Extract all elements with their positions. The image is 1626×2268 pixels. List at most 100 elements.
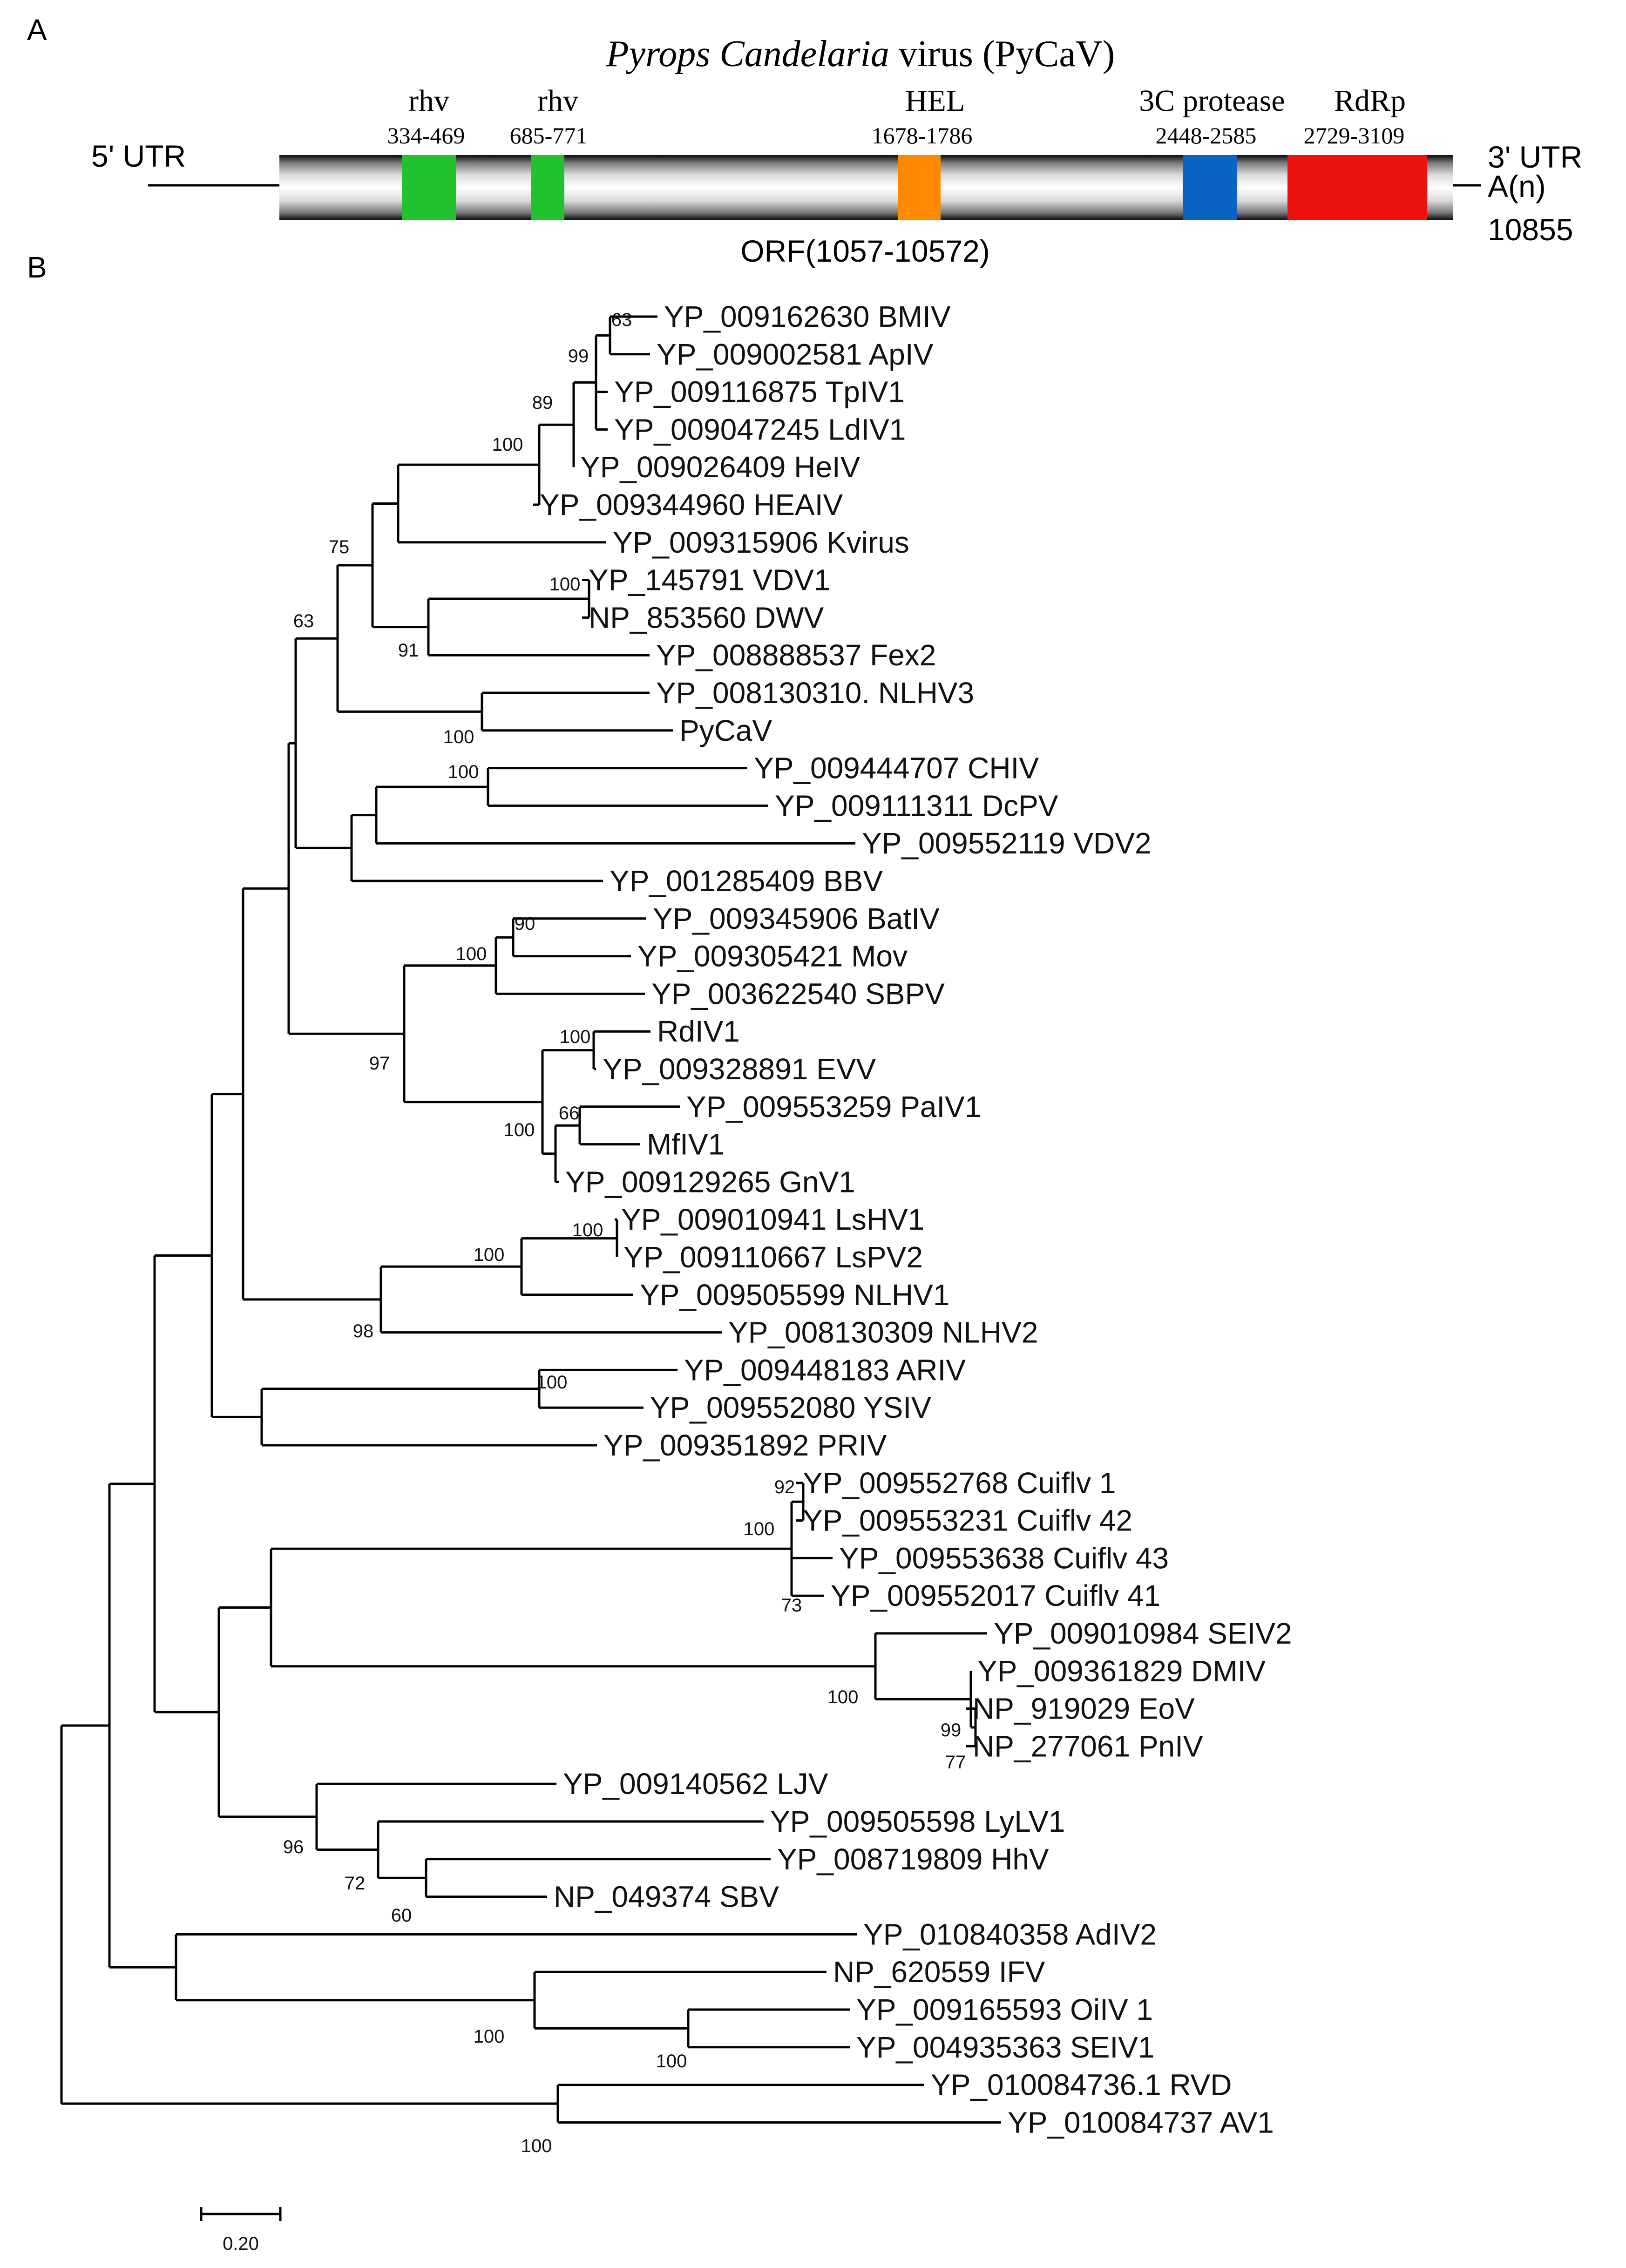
genome-title-rest: virus (PyCaV) — [889, 34, 1115, 74]
leaf-label: YP_010084736.1 RVD — [931, 2068, 1232, 2102]
domain-hel-range: 1678-1786 — [872, 122, 973, 149]
leaf-label: YP_009552768 Cuiflv 1 — [803, 1466, 1116, 1500]
bootstrap-value: 99 — [568, 346, 589, 366]
leaf-label: YP_009111311 DcPV — [775, 789, 1058, 822]
leaf-label: YP_009129265 GnV1 — [565, 1165, 855, 1198]
genome-length: 10855 — [1488, 212, 1573, 247]
leaf-label: YP_009553259 PaIV1 — [686, 1090, 981, 1124]
leaf-label: YP_145791 VDV1 — [589, 563, 831, 597]
leaf-label: YP_009344960 HEAIV — [540, 488, 843, 521]
leaf-label: YP_009345906 BatIV — [653, 902, 940, 935]
bootstrap-value: 73 — [781, 1595, 802, 1616]
domain-3c-protease — [1183, 155, 1237, 220]
leaf-label: RdIV1 — [657, 1015, 740, 1048]
leaf-label: YP_009552080 YSIV — [650, 1391, 931, 1424]
leaf-label: YP_009047245 LdIV1 — [614, 413, 906, 446]
domain-rdrp-name: RdRp — [1334, 84, 1406, 118]
domain-rhv-1 — [402, 155, 456, 220]
bootstrap-value: 100 — [560, 1027, 591, 1047]
domain-hel — [898, 155, 941, 220]
leaf-label: YP_009505598 LyLV1 — [770, 1805, 1065, 1838]
leaf-label: NP_853560 DWV — [589, 601, 824, 634]
leaf-label: MfIV1 — [647, 1128, 725, 1161]
leaf-label: YP_001285409 BBV — [610, 864, 883, 898]
leaf-label: YP_009552119 VDV2 — [862, 826, 1152, 860]
bootstrap-value: 75 — [329, 537, 350, 557]
bootstrap-value: 66 — [559, 1103, 580, 1124]
leaf-label: YP_009305421 Mov — [637, 940, 908, 973]
leaf-label: YP_008719809 HhV — [777, 1842, 1049, 1876]
leaf-label: YP_009361829 DMIV — [977, 1654, 1266, 1688]
leaf-label: YP_009552017 Cuiflv 41 — [831, 1579, 1160, 1612]
bootstrap-value: 100 — [456, 944, 487, 964]
leaf-label: YP_009010941 LsHV1 — [621, 1203, 924, 1236]
bootstrap-value: 89 — [532, 393, 553, 413]
leaf-label: YP_009315906 Kvirus — [613, 526, 909, 559]
bootstrap-value: 100 — [448, 762, 479, 782]
panel-a-label: A — [27, 13, 47, 47]
orf-label: ORF(1057-10572) — [740, 234, 990, 268]
bootstrap-value: 98 — [353, 1321, 374, 1341]
bootstrap-value: 92 — [774, 1477, 795, 1497]
domain-rhv-2-range: 685-771 — [510, 122, 588, 149]
leaf-label: YP_009140562 LJV — [563, 1767, 828, 1801]
panel-b-label: B — [27, 250, 47, 284]
bootstrap-value: 100 — [572, 1220, 603, 1240]
leaf-label: YP_009116875 TpIV1 — [614, 375, 905, 409]
bootstrap-value: 100 — [827, 1687, 859, 1707]
utr5-label: 5' UTR — [91, 139, 186, 173]
panel-a: A Pyrops Candelaria virus (PyCaV) 5' UTR… — [27, 13, 1582, 268]
bootstrap-value: 91 — [398, 640, 419, 661]
tree-leaf-labels: YP_009162630 BMIV YP_009002581 ApIV YP_009… — [540, 300, 1292, 2139]
domain-rhv-2-name: rhv — [537, 84, 578, 118]
leaf-label: YP_010084737 AV1 — [1008, 2106, 1274, 2139]
domain-rhv-1-name: rhv — [408, 84, 449, 118]
bootstrap-value: 100 — [492, 434, 523, 455]
bootstrap-value: 99 — [941, 1720, 962, 1740]
bootstrap-value: 100 — [744, 1519, 775, 1539]
leaf-label: YP_003622540 SBPV — [651, 977, 945, 1010]
bootstrap-value: 97 — [369, 1053, 390, 1074]
polya-label: A(n) — [1488, 169, 1546, 203]
leaf-label: YP_009505599 NLHV1 — [640, 1278, 949, 1312]
leaf-label: YP_009328891 EVV — [603, 1052, 876, 1086]
bootstrap-value: 60 — [391, 1905, 412, 1926]
leaf-label: PyCaV — [679, 714, 772, 747]
bootstrap-value: 100 — [549, 574, 581, 595]
leaf-label: YP_009444707 CHIV — [754, 751, 1039, 785]
bootstrap-value: 100 — [656, 2051, 687, 2072]
bootstrap-value: 100 — [474, 2026, 505, 2047]
bootstrap-value: 96 — [283, 1837, 304, 1857]
bootstrap-value: 100 — [536, 1372, 568, 1393]
leaf-label: YP_009165593 OiIV 1 — [856, 1993, 1153, 2026]
bootstrap-value: 100 — [521, 2136, 552, 2156]
domain-3c-protease-name: 3C protease — [1139, 84, 1285, 118]
leaf-label: YP_009553638 Cuiflv 43 — [839, 1541, 1169, 1575]
leaf-label: YP_009002581 ApIV — [657, 338, 934, 371]
bootstrap-value: 63 — [611, 310, 632, 330]
domain-rdrp-range: 2729-3109 — [1304, 122, 1405, 149]
leaf-label: NP_049374 SBV — [554, 1880, 779, 1914]
domain-hel-name: HEL — [905, 84, 965, 118]
scale-bar-label: 0.20 — [223, 2234, 259, 2254]
leaf-label: YP_009010984 SEIV2 — [994, 1617, 1292, 1650]
leaf-label: YP_009553231 Cuiflv 42 — [803, 1504, 1132, 1537]
bootstrap-value: 90 — [515, 914, 535, 934]
genome-title-species: Pyrops Candelaria — [606, 34, 889, 74]
domain-3c-protease-range: 2448-2585 — [1156, 122, 1257, 149]
leaf-label: YP_008888537 Fex2 — [656, 638, 936, 672]
leaf-label: YP_009110667 LsPV2 — [623, 1240, 923, 1274]
domain-rhv-1-range: 334-469 — [387, 122, 465, 149]
domain-rdrp — [1287, 155, 1427, 220]
bootstrap-value: 72 — [345, 1873, 366, 1894]
scale-bar: 0.20 — [201, 2207, 280, 2254]
leaf-label: NP_919029 EoV — [973, 1692, 1195, 1726]
leaf-label: YP_009026409 HeIV — [580, 450, 860, 484]
bootstrap-value: 63 — [293, 611, 314, 631]
bootstrap-value: 100 — [504, 1120, 535, 1140]
leaf-label: YP_009351892 PRIV — [603, 1429, 887, 1462]
leaf-label: YP_008130309 NLHV2 — [728, 1316, 1038, 1349]
leaf-label: NP_620559 IFV — [833, 1955, 1045, 1989]
